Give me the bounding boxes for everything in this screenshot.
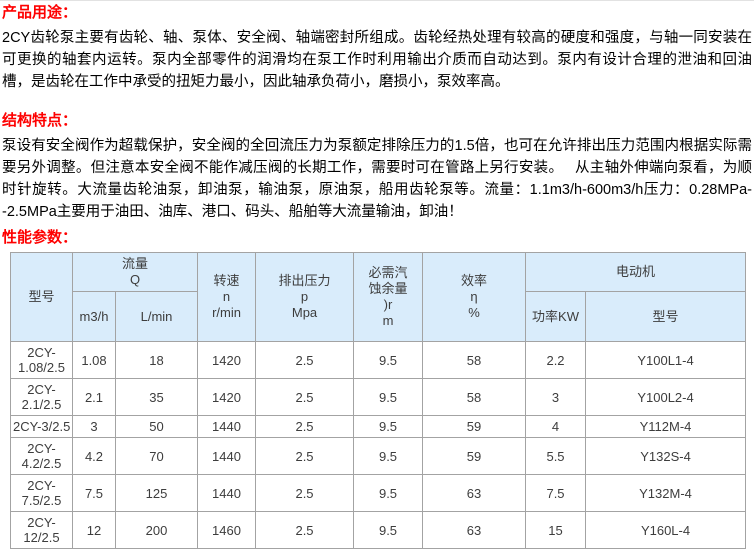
- cell-npsh: 9.5: [353, 341, 424, 379]
- table-row: 2CY-3/2.5 3 50 1440 2.5 9.5 59 4 Y112M-4: [10, 415, 747, 438]
- cell-flow-m3h: 1.08: [72, 341, 116, 379]
- cell-npsh: 9.5: [353, 378, 424, 416]
- cell-model: 2CY- 7.5/2.5: [10, 474, 73, 512]
- table-row: 2CY- 2.1/2.5 2.1 35 1420 2.5 9.5 58 3 Y1…: [10, 378, 747, 416]
- cell-flow-lmin: 70: [114, 437, 199, 475]
- table-row: 2CY- 1.08/2.5 1.08 18 1420 2.5 9.5 58 2.…: [10, 341, 747, 379]
- cell-efficiency: 63: [422, 474, 527, 512]
- cell-motor-power: 15: [525, 511, 587, 549]
- cell-motor-power: 2.2: [525, 341, 587, 379]
- cell-flow-m3h: 4.2: [72, 437, 116, 475]
- cell-speed: 1460: [197, 511, 257, 549]
- cell-pressure: 2.5: [255, 341, 355, 379]
- cell-speed: 1440: [197, 474, 257, 512]
- cell-speed: 1440: [197, 415, 257, 438]
- cell-flow-m3h: 2.1: [72, 378, 116, 416]
- cell-efficiency: 59: [422, 415, 527, 438]
- col-header-flow-group: 流量 Q: [71, 252, 199, 292]
- cell-efficiency: 58: [422, 378, 527, 416]
- paragraph-product-use: 2CY齿轮泵主要有齿轮、轴、泵体、安全阀、轴端密封所组成。齿轮经热处理有较高的硬…: [2, 30, 752, 90]
- cell-pressure: 2.5: [255, 437, 355, 475]
- cell-npsh: 9.5: [353, 415, 424, 438]
- cell-motor-power: 7.5: [525, 474, 587, 512]
- cell-model: 2CY- 1.08/2.5: [10, 341, 73, 379]
- col-header-motor-power: 功率KW: [525, 291, 587, 342]
- col-header-flow-m3h: m3/h: [72, 291, 116, 342]
- col-header-motor-model: 型号: [585, 291, 747, 342]
- cell-model: 2CY- 12/2.5: [10, 511, 73, 549]
- col-header-speed: 转速 n r/min: [197, 252, 257, 342]
- cell-model: 2CY-3/2.5: [10, 415, 73, 438]
- cell-motor-model: Y132M-4: [585, 474, 747, 512]
- col-header-efficiency: 效率 η %: [422, 252, 527, 342]
- cell-speed: 1420: [197, 378, 257, 416]
- cell-flow-lmin: 125: [114, 474, 199, 512]
- table-row: 2CY- 4.2/2.5 4.2 70 1440 2.5 9.5 59 5.5 …: [10, 437, 747, 475]
- cell-npsh: 9.5: [353, 437, 424, 475]
- col-header-flow-lmin: L/min: [114, 291, 199, 342]
- table-header-row-2: m3/h L/min 功率KW 型号: [11, 291, 747, 342]
- cell-motor-model: Y132S-4: [585, 437, 747, 475]
- col-header-pressure: 排出压力 p Mpa: [255, 252, 355, 342]
- cell-motor-model: Y100L2-4: [585, 378, 747, 416]
- cell-model: 2CY- 2.1/2.5: [10, 378, 73, 416]
- table-header-row-1: 型号 流量 Q 转速 n r/min 排出压力 p Mpa 必需汽 蚀余量 )r…: [10, 252, 747, 342]
- cell-motor-power: 4: [525, 415, 587, 438]
- cell-flow-m3h: 3: [72, 415, 116, 438]
- cell-pressure: 2.5: [255, 511, 355, 549]
- section-heading-structure: 结构特点：: [2, 112, 78, 129]
- cell-npsh: 9.5: [353, 474, 424, 512]
- cell-motor-model: Y160L-4: [585, 511, 747, 549]
- col-header-npsh: 必需汽 蚀余量 )r m: [353, 252, 424, 342]
- cell-motor-power: 5.5: [525, 437, 587, 475]
- cell-flow-lmin: 50: [114, 415, 199, 438]
- cell-motor-model: Y112M-4: [585, 415, 747, 438]
- cell-efficiency: 58: [422, 341, 527, 379]
- cell-speed: 1440: [197, 437, 257, 475]
- cell-flow-m3h: 7.5: [72, 474, 116, 512]
- table-row: 2CY- 12/2.5 12 200 1460 2.5 9.5 63 15 Y1…: [10, 511, 747, 549]
- cell-flow-lmin: 200: [114, 511, 199, 549]
- performance-specs-table: 型号 流量 Q 转速 n r/min 排出压力 p Mpa 必需汽 蚀余量 )r…: [10, 252, 747, 549]
- section-heading-performance: 性能参数：: [2, 229, 78, 246]
- cell-pressure: 2.5: [255, 378, 355, 416]
- cell-efficiency: 63: [422, 511, 527, 549]
- section-heading-product-use: 产品用途：: [2, 4, 78, 21]
- paragraph-structure: 泵设有安全阀作为超载保护，安全阀的全回流压力为泵额定排除压力的1.5倍，也可在允…: [2, 138, 752, 220]
- cell-npsh: 9.5: [353, 511, 424, 549]
- cell-pressure: 2.5: [255, 474, 355, 512]
- cell-motor-power: 3: [525, 378, 587, 416]
- cell-flow-lmin: 35: [114, 378, 199, 416]
- cell-pressure: 2.5: [255, 415, 355, 438]
- cell-motor-model: Y100L1-4: [585, 341, 747, 379]
- cell-model: 2CY- 4.2/2.5: [10, 437, 73, 475]
- col-header-motor-group: 电动机: [525, 252, 747, 292]
- col-header-model: 型号: [10, 252, 73, 342]
- cell-flow-lmin: 18: [114, 341, 199, 379]
- cell-efficiency: 59: [422, 437, 527, 475]
- cell-flow-m3h: 12: [72, 511, 116, 549]
- table-row: 2CY- 7.5/2.5 7.5 125 1440 2.5 9.5 63 7.5…: [10, 474, 747, 512]
- cell-speed: 1420: [197, 341, 257, 379]
